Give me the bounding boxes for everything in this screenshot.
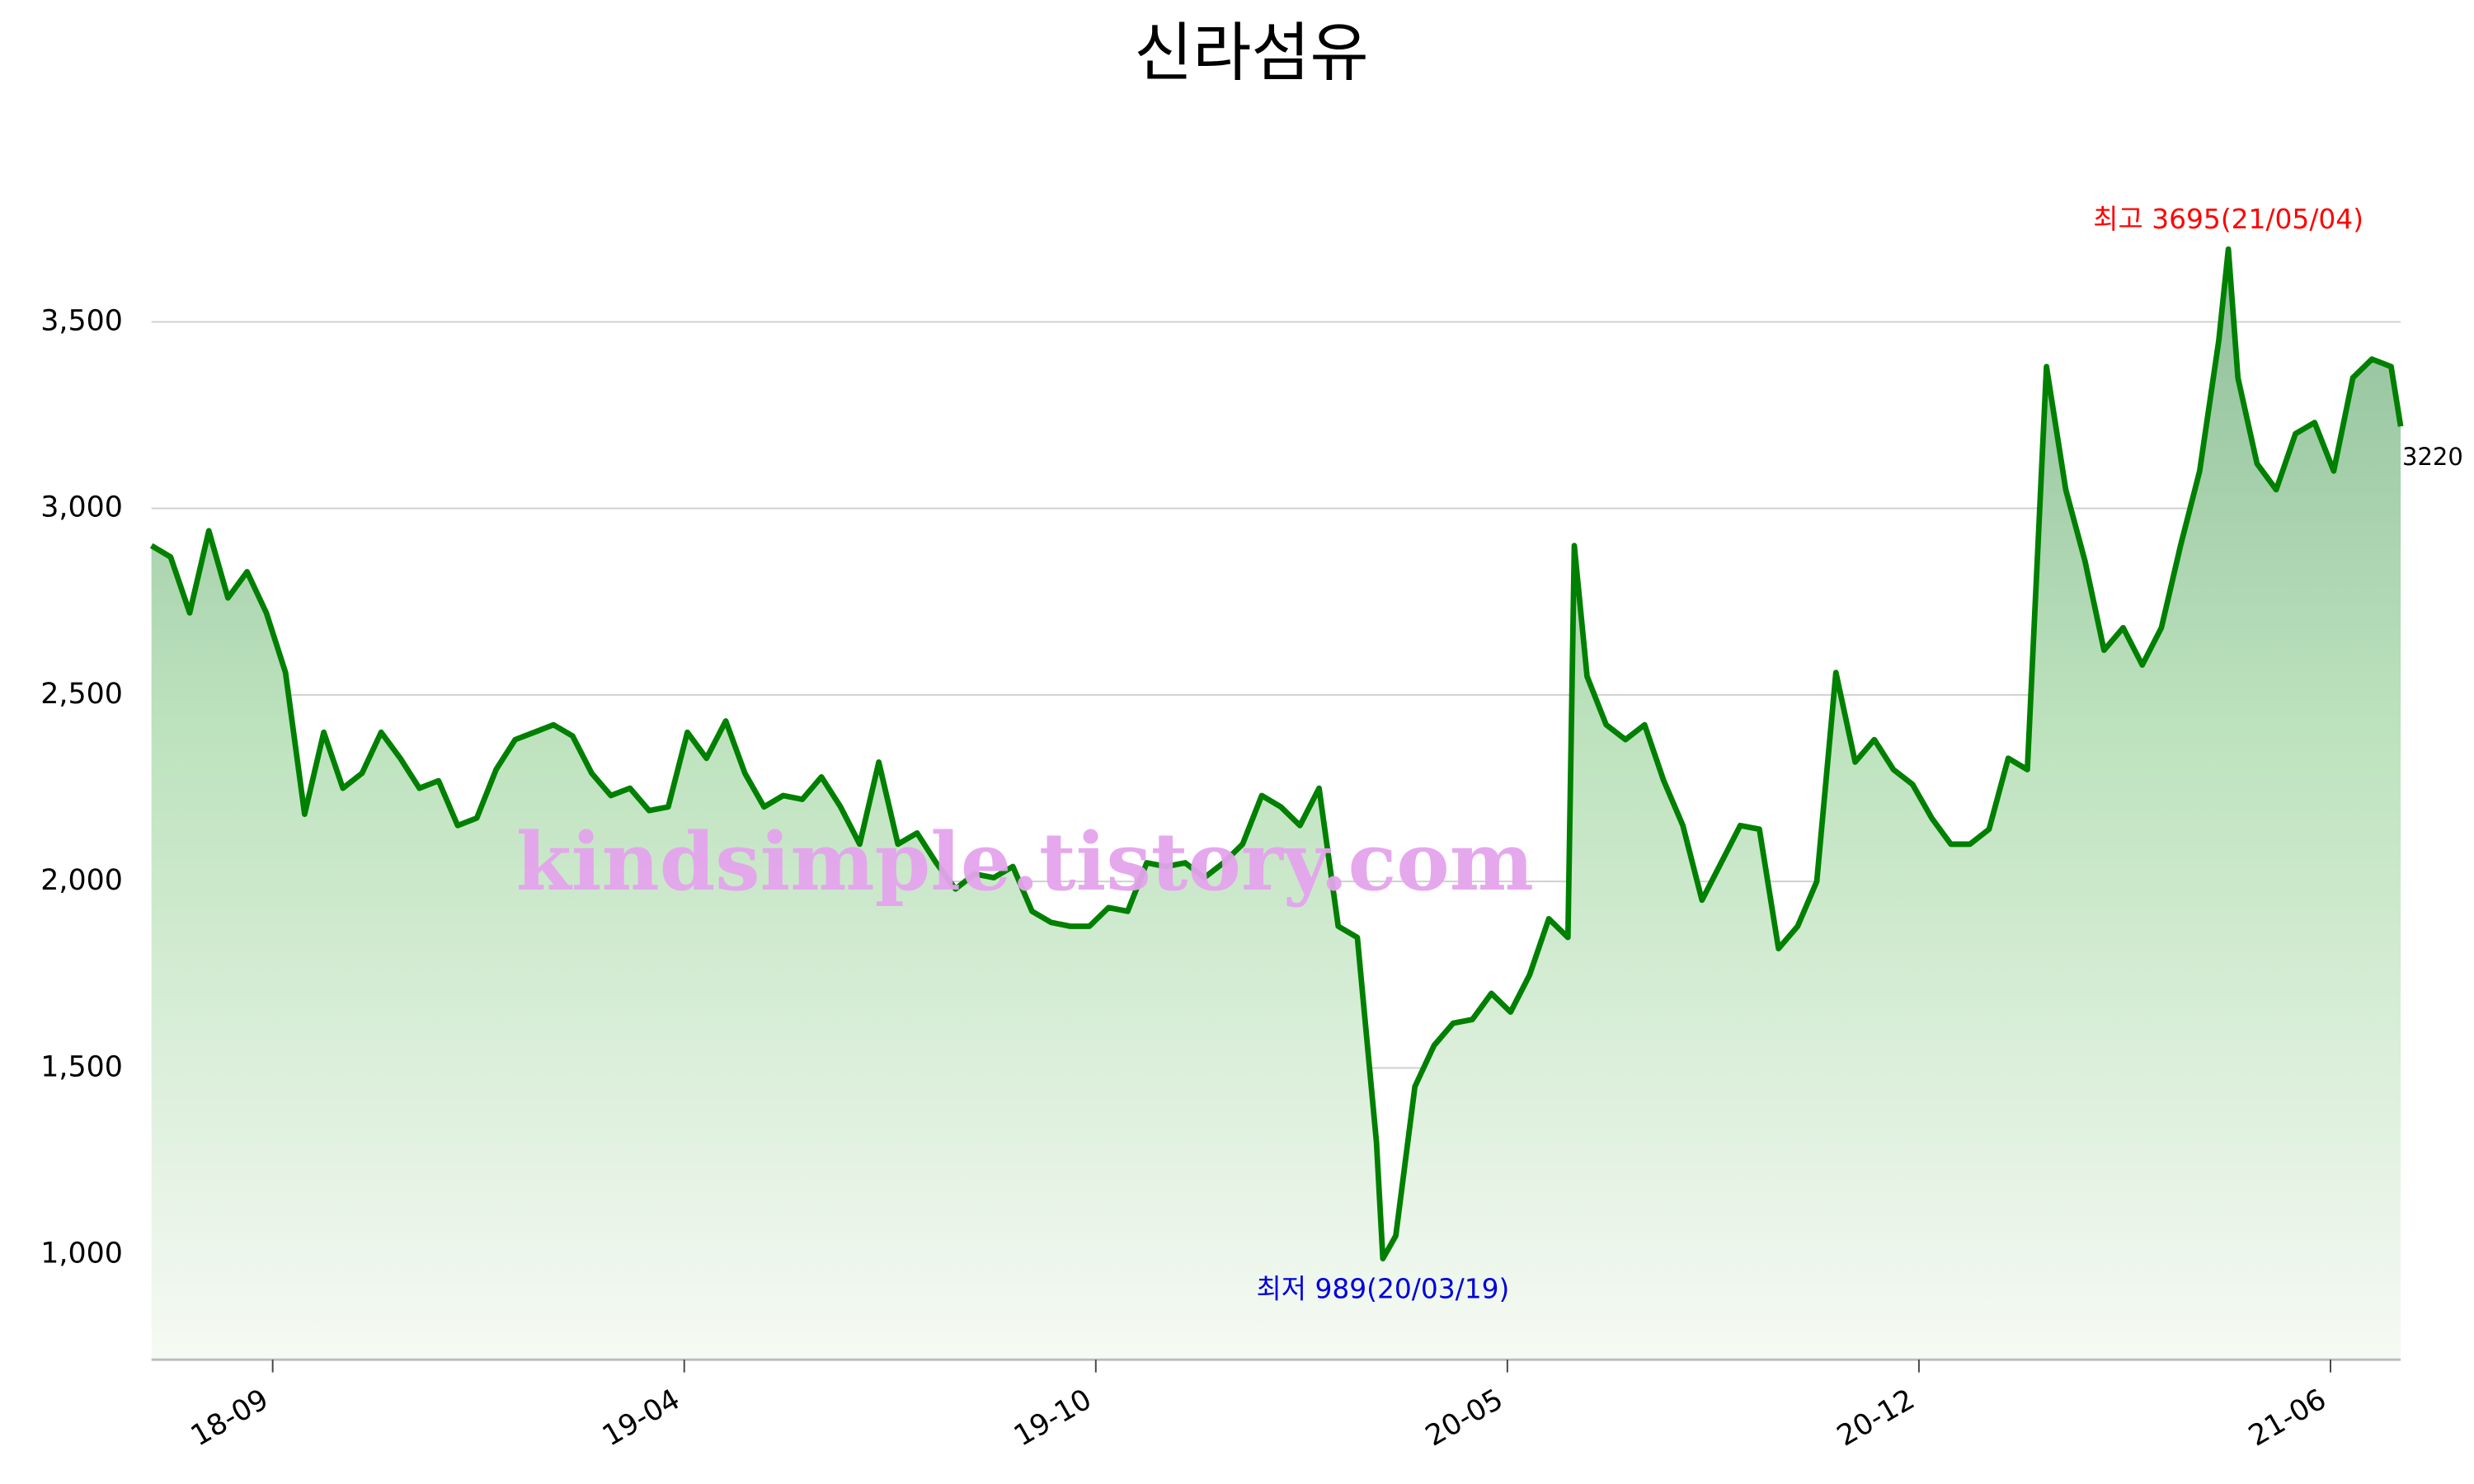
y-tick-label: 2,000: [40, 864, 123, 897]
y-tick-label: 3,500: [40, 304, 123, 337]
annotation-low: 최저 989(20/03/19): [1257, 1273, 1510, 1305]
chart-title: 신라섬유: [1134, 16, 1368, 91]
x-tick-label: 19-10: [1009, 1383, 1098, 1453]
x-tick-label: 20-05: [1420, 1383, 1509, 1453]
y-tick-label: 2,500: [40, 678, 123, 711]
watermark: kindsimple.tistory.com: [516, 815, 1534, 909]
x-tick-label: 21-06: [2243, 1383, 2332, 1453]
x-tick-label: 18-09: [186, 1383, 275, 1453]
y-tick-label: 1,000: [40, 1237, 123, 1270]
annotation-high: 최고 3695(21/05/04): [2093, 203, 2363, 235]
y-tick-label: 1,500: [40, 1050, 123, 1083]
y-tick-label: 3,000: [40, 491, 123, 524]
line: [149, 246, 2404, 1262]
x-tick-label: 19-04: [597, 1383, 686, 1453]
annotation-last: 3220: [2402, 443, 2463, 471]
x-tick-label: 20-12: [1832, 1383, 1921, 1453]
